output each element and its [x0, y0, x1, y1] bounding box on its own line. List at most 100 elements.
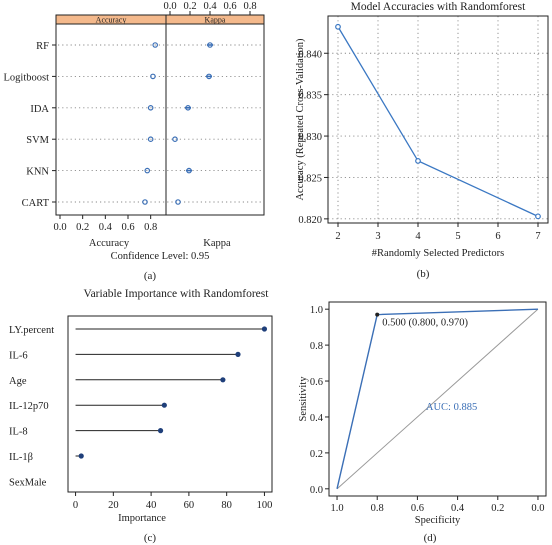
x-tick-label: 2: [335, 231, 340, 242]
kappa-x-tick-label: 0.4: [203, 1, 217, 12]
y-tick-label: 0.840: [298, 49, 322, 60]
variable-label: IL-8: [9, 427, 28, 438]
x-tick-label: 0.4: [451, 503, 465, 514]
bottom-label-accuracy: Accuracy: [89, 238, 130, 249]
model-label: RF: [36, 41, 49, 52]
y-tick-label: 0.4: [310, 413, 324, 424]
panel-c-importance-chart: Variable Importance with Randomforest LY.…: [9, 288, 273, 524]
y-tick-label: 0.820: [298, 215, 322, 226]
accuracy-x-tick-label: 0.4: [99, 222, 113, 233]
auc-label: AUC: 0.885: [426, 402, 477, 413]
accuracy-x-tick-label: 0.6: [121, 222, 134, 233]
model-label: Logitboost: [3, 72, 49, 83]
x-tick-label: 40: [146, 500, 157, 511]
plot-frame: [67, 315, 273, 493]
importance-point: [220, 377, 226, 383]
panel-d-roc-chart: 0.500 (0.800, 0.970) AUC: 0.885 0.0 0.2 0.4 0…: [298, 301, 547, 526]
accuracy-x-tick-label: 0.8: [144, 222, 157, 233]
x-axis-label: #Randomly Selected Predictors: [372, 248, 504, 259]
accuracy-x-tick-label: 0.0: [53, 222, 66, 233]
y-axis-label: Accuracy (Repeated Cross-Validation): [295, 38, 306, 201]
y-tick-label: 0.8: [310, 341, 323, 352]
x-tick-label: 0.0: [531, 503, 544, 514]
importance-point: [161, 402, 167, 408]
strip-label-kappa: Kappa: [205, 16, 226, 25]
kappa-point: [172, 136, 178, 143]
y-tick-label: 0.830: [298, 132, 322, 143]
accuracy-point: [142, 199, 148, 205]
accuracy-x-tick-label: 0.2: [76, 222, 89, 233]
panel-label-c: (c): [144, 532, 157, 544]
importance-point: [235, 351, 241, 357]
importance-point: [157, 428, 164, 434]
reference-diagonal: [336, 308, 539, 490]
y-tick-label: 0.2: [310, 449, 323, 460]
x-tick-label: 0.6: [411, 503, 424, 514]
accuracy-point: [152, 42, 159, 48]
x-axis-label: Specificity: [415, 515, 461, 526]
x-tick-label: 20: [108, 500, 119, 511]
kappa-x-tick-label: 0.0: [163, 1, 176, 12]
panel-label-b: (b): [417, 268, 430, 280]
model-label: IDA: [30, 104, 49, 115]
chart-title: Model Accuracies with Randomforest: [351, 1, 526, 13]
x-tick-label: 80: [221, 500, 232, 511]
y-tick-label: 1.0: [310, 305, 323, 316]
accuracy-point: [535, 213, 541, 220]
x-tick-label: 4: [415, 231, 421, 242]
panel-label-d: (d): [424, 532, 437, 544]
panel-b-line-chart: Model Accuracies with Randomforest 0.820 0…: [295, 1, 549, 259]
x-axis-label: Importance: [118, 513, 166, 524]
accuracy-point: [147, 136, 154, 143]
plot-frame: [327, 15, 549, 224]
accuracy-point: [415, 157, 421, 164]
kappa-x-tick-label: 0.2: [183, 1, 196, 12]
variable-label: IL-12p70: [9, 401, 49, 412]
variable-label: LY.percent: [9, 325, 54, 336]
y-tick-label: 0.6: [310, 377, 323, 388]
model-label: SVM: [26, 135, 49, 146]
model-label: CART: [22, 198, 50, 209]
threshold-point: [375, 312, 380, 317]
panel-a-dotplot: Accuracy Kappa RF Logitboost IDA SVM KNN CART 0.…: [3, 1, 265, 262]
x-tick-label: 3: [375, 231, 380, 242]
confidence-level-label: Confidence Level: 0.95: [111, 251, 210, 262]
variable-label: Age: [9, 376, 27, 387]
x-tick-label: 7: [535, 231, 540, 242]
panel-label-a: (a): [144, 270, 157, 282]
strip-background: [55, 14, 265, 25]
accuracy-line: [337, 26, 539, 217]
accuracy-point: [144, 167, 151, 174]
threshold-label: 0.500 (0.800, 0.970): [382, 318, 468, 329]
plot-frame: [55, 14, 265, 216]
x-tick-label: 5: [455, 231, 460, 242]
x-tick-label: 0.8: [371, 503, 384, 514]
accuracy-point: [147, 105, 154, 111]
x-tick-label: 0.2: [491, 503, 504, 514]
model-label: KNN: [26, 167, 49, 178]
y-tick-label: 0.0: [310, 485, 323, 496]
variable-label: SexMale: [9, 477, 47, 488]
x-tick-label: 6: [495, 231, 500, 242]
kappa-x-tick-label: 0.8: [243, 1, 256, 12]
x-tick-label: 1.0: [330, 503, 343, 514]
bottom-label-kappa: Kappa: [203, 238, 231, 249]
x-tick-label: 60: [184, 500, 195, 511]
accuracy-point: [150, 73, 156, 80]
x-tick-label: 100: [257, 500, 273, 511]
y-axis-label: Sensitivity: [298, 376, 309, 422]
kappa-point: [175, 199, 181, 205]
y-tick-label: 0.835: [298, 91, 322, 102]
y-tick-label: 0.825: [298, 173, 322, 184]
importance-point: [261, 326, 268, 332]
x-tick-label: 0: [73, 500, 78, 511]
strip-label-accuracy: Accuracy: [96, 16, 127, 25]
importance-point: [78, 453, 84, 459]
variable-label: IL-6: [9, 350, 28, 361]
chart-title: Variable Importance with Randomforest: [84, 288, 270, 300]
plot-frame: [328, 301, 547, 497]
variable-label: IL-1β: [9, 452, 33, 463]
kappa-x-tick-label: 0.6: [223, 1, 236, 12]
accuracy-point: [335, 23, 341, 30]
